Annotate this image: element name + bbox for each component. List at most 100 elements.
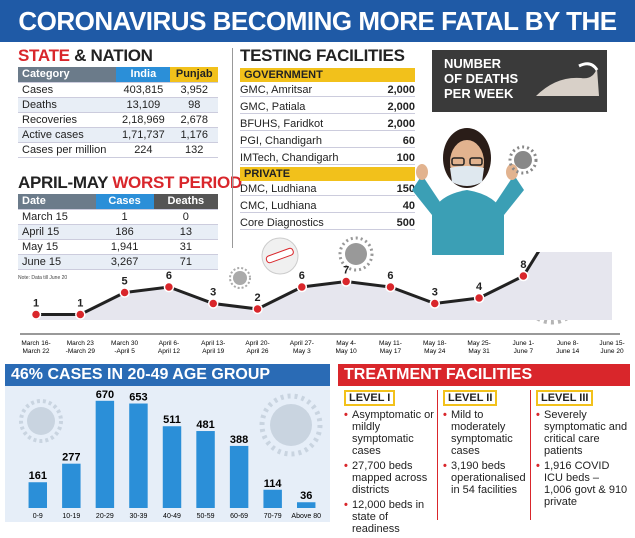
table-cell: April 15	[18, 224, 96, 240]
table-cell: 1	[95, 209, 154, 225]
gov-label: GOVERNMENT	[240, 68, 415, 82]
facility-row: Core Diagnostics 500	[240, 217, 415, 230]
line-area	[36, 252, 612, 320]
tick-label: May 31	[468, 348, 490, 355]
treatment-level: LEVEL II Mild to moderately symptomatic c…	[443, 390, 527, 499]
treatment-title: TREATMENT FACILITIES	[338, 364, 630, 386]
virus-icon	[229, 267, 251, 289]
state-nation-table: Category India Punjab Cases 403,815 3,952 D…	[18, 67, 218, 158]
data-point	[473, 292, 485, 304]
facility-name: PGI, Chandigarh	[240, 135, 322, 147]
facility-capacity: 500	[396, 217, 415, 229]
tick-label: -March 29	[66, 348, 96, 355]
tick-label: June 14	[556, 348, 580, 355]
level-item: Asymptomatic or mildly symptomatic cases	[344, 409, 434, 457]
table-cell: 1,176	[170, 127, 218, 143]
bar	[28, 482, 48, 508]
table-cell: June 15	[18, 254, 96, 270]
bar-value-label: 670	[96, 389, 114, 401]
table-cell: 71	[153, 254, 218, 270]
bar	[263, 489, 282, 508]
level-label: LEVEL III	[536, 390, 594, 406]
bar	[129, 403, 148, 508]
tick-label: May 11-	[379, 340, 402, 347]
divider	[437, 390, 438, 520]
table-cell: Deaths	[18, 97, 117, 113]
bar-value-label: 511	[163, 414, 181, 426]
deaths-label-line1: NUMBER	[444, 56, 502, 71]
facility-row: GMC, Patiala 2,000	[240, 101, 415, 114]
girl-with-mask-icon	[412, 128, 524, 255]
state-nation-title-a: STATE	[18, 46, 70, 65]
tick-label: May 10	[335, 348, 357, 355]
virus-icon	[338, 236, 374, 272]
table-row: March 15 1 0	[18, 209, 218, 225]
level-item: 27,700 beds mapped across districts	[344, 460, 434, 496]
bar-category-label: 50-59	[197, 513, 215, 520]
level-item: Severely symptomatic and critical care p…	[536, 409, 628, 457]
level-item: Mild to moderately symptomatic cases	[443, 409, 527, 457]
facility-capacity: 2,000	[387, 118, 415, 130]
table-cell: 98	[170, 97, 218, 113]
wp-header-deaths: Deaths	[153, 194, 218, 210]
data-point	[163, 281, 175, 293]
divider	[232, 48, 233, 248]
table-cell: 1,71,737	[116, 127, 171, 143]
table-cell: 403,815	[116, 82, 171, 98]
tick-label: April 27-	[290, 340, 314, 347]
level-item: 12,000 beds in state of readiness	[344, 499, 434, 535]
bar-value-label: 653	[129, 392, 147, 404]
worst-period-title-a: APRIL-MAY	[18, 173, 108, 192]
tick-label: May 18-	[423, 340, 446, 347]
sn-header-punjab: Punjab	[170, 67, 218, 83]
table-row: Cases 403,815 3,952	[18, 82, 218, 98]
facility-capacity: 60	[402, 135, 415, 147]
tick-label: June 1-	[513, 340, 535, 347]
table-row: May 15 1,941 31	[18, 239, 218, 255]
tick-label: June 7	[514, 348, 534, 355]
level-label: LEVEL I	[344, 390, 396, 406]
table-cell: Cases	[18, 82, 117, 98]
tick-label: March 30	[111, 340, 138, 347]
data-label: 4	[476, 281, 483, 293]
testing-title: TESTING FACILITIES	[240, 46, 405, 65]
tick-label: April 19	[202, 348, 224, 355]
facility-name: GMC, Patiala	[240, 101, 306, 113]
table-cell: 132	[170, 142, 218, 158]
tick-label: March 22	[22, 348, 49, 355]
infographic: CORONAVIRUS BECOMING MORE FATAL BY THE W…	[0, 0, 635, 525]
tick-label: May 24	[424, 348, 446, 355]
table-cell: 2,18,969	[116, 112, 171, 128]
table-row: Recoveries 2,18,969 2,678	[18, 112, 218, 128]
deaths-label-line3: PER WEEK	[444, 86, 514, 101]
virus-icon	[259, 393, 323, 457]
data-label: 3	[432, 287, 438, 299]
table-row: April 15 186 13	[18, 224, 218, 240]
table-cell: 3,952	[170, 82, 218, 98]
data-point	[296, 281, 308, 293]
facility-capacity: 100	[396, 152, 415, 164]
facility-row: CMC, Ludhiana 40	[240, 200, 415, 213]
worst-period-title: APRIL-MAY WORST PERIOD	[18, 173, 242, 193]
facility-capacity: 2,000	[387, 101, 415, 113]
facility-capacity: 40	[402, 200, 415, 212]
virus-icon	[19, 399, 63, 443]
table-cell: 2,678	[170, 112, 218, 128]
bar	[162, 426, 182, 508]
virus-icon	[508, 145, 538, 175]
deaths-label-line2: OF DEATHS	[444, 71, 519, 86]
table-cell: March 15	[18, 209, 96, 225]
state-nation-title-b: & NATION	[74, 46, 153, 65]
facility-row: IMTech, Chandigarh 100	[240, 152, 415, 165]
tick-label: April 13-	[201, 340, 225, 347]
bar-category-label: 20-29	[96, 513, 114, 520]
table-cell: 3,267	[95, 254, 154, 270]
table-cell: May 15	[18, 239, 96, 255]
bar-category-label: 0-9	[33, 513, 43, 520]
divider	[530, 390, 531, 520]
worst-period-title-b: WORST PERIOD	[112, 173, 242, 192]
tick-label: April 26	[247, 348, 269, 355]
level-item: 3,190 beds operationalised in 54 facilit…	[443, 460, 527, 496]
data-label: 7	[343, 265, 349, 277]
data-point	[119, 287, 130, 298]
